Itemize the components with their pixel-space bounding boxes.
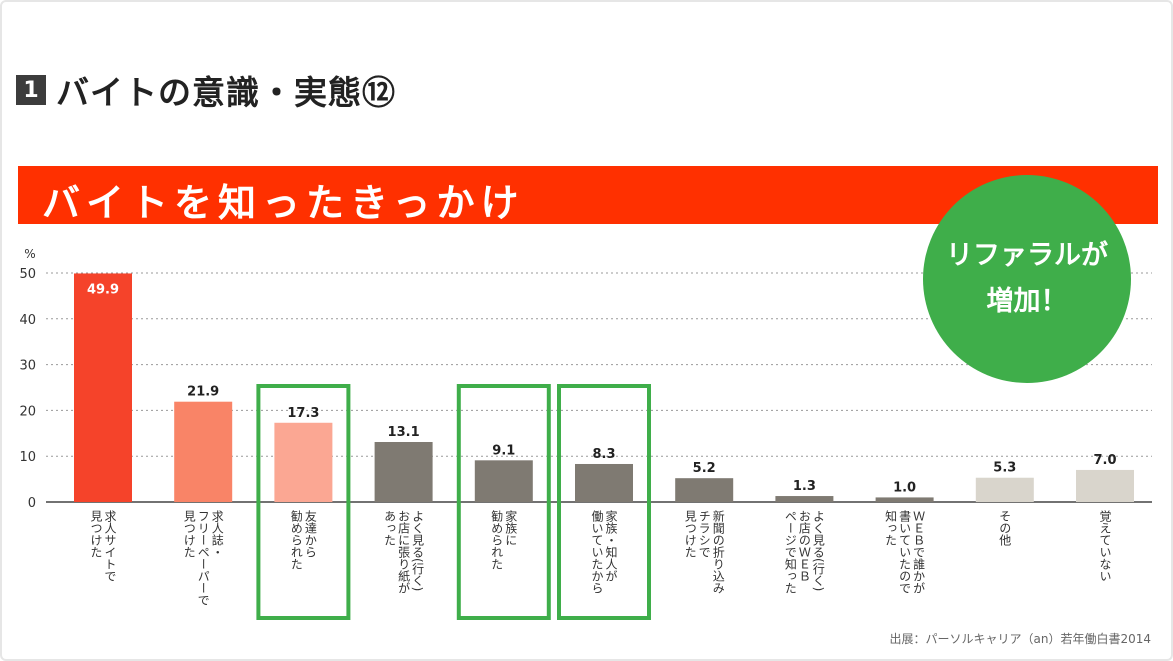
data-label: 9.1	[492, 443, 515, 458]
bar	[1076, 469, 1134, 502]
x-tick-label: 求人誌・	[210, 510, 224, 558]
bar	[474, 460, 533, 502]
page-title: バイトの意識・実態⑫	[56, 73, 396, 112]
bar	[74, 273, 132, 502]
x-tick-label: 覚えていない	[1098, 510, 1112, 582]
x-tick-label: よく見る(行く)	[411, 510, 425, 592]
y-tick-label: 10	[19, 450, 36, 465]
bar	[875, 497, 934, 502]
x-tick-label: ページで知った	[783, 510, 797, 594]
y-tick-label: 0	[28, 496, 36, 511]
x-tick-label: お店に張り紙が	[397, 510, 411, 594]
x-tick-label: 家族・知人が	[604, 509, 618, 582]
x-tick-label: 見つけた	[182, 510, 196, 558]
callout-line-1: リファラルが	[946, 240, 1108, 271]
x-tick-label: チラシで	[697, 510, 711, 558]
x-tick-label: 知った	[884, 510, 898, 546]
data-label: 13.1	[388, 425, 420, 440]
callout-line-2: 増加！	[986, 286, 1068, 317]
data-label: 21.9	[187, 385, 219, 400]
bar	[675, 478, 734, 502]
data-label: 1.3	[793, 479, 816, 494]
highlight-box	[456, 384, 551, 620]
data-label: 7.0	[1093, 453, 1116, 468]
chart-title: バイトを知ったきっかけ	[42, 181, 525, 225]
x-tick-label: 勧められた	[289, 510, 303, 570]
data-label: 17.3	[287, 406, 319, 421]
bar	[174, 401, 233, 502]
source-note: 出展：パーソルキャリア（an）若年働白書2014	[889, 632, 1152, 646]
x-tick-label: 新聞の折り込み	[711, 509, 725, 594]
x-tick-label: 勧められた	[490, 510, 504, 570]
y-tick-label: 20	[19, 404, 36, 419]
x-tick-label: お店のＷＥＢ	[797, 510, 811, 582]
x-tick-label: 求人サイトで	[103, 510, 117, 582]
y-tick-label: 50	[19, 267, 36, 282]
bar	[975, 477, 1034, 502]
bar	[775, 496, 834, 502]
x-tick-label: フリーペーパーで	[196, 510, 210, 606]
x-tick-label: 家族に	[504, 509, 518, 546]
x-tick-label: あった	[383, 510, 397, 546]
x-tick-label: ＷＥＢで誰かが	[912, 510, 926, 594]
x-tick-label: 書いていたので	[898, 510, 912, 594]
y-tick-label: 30	[19, 359, 36, 374]
x-tick-label: 見つけた	[89, 510, 103, 558]
highlight-box	[256, 384, 351, 620]
x-tick-label: その他	[998, 510, 1012, 546]
x-tick-label: 友達から	[303, 510, 317, 558]
data-label: 5.2	[693, 461, 716, 476]
data-label: 49.9	[87, 282, 119, 297]
bar	[274, 422, 333, 502]
x-tick-label: 見つけた	[683, 510, 697, 558]
bar	[575, 463, 633, 502]
data-label: 5.3	[993, 461, 1016, 476]
data-label: 8.3	[592, 447, 615, 462]
section-number-badge: 1	[16, 75, 46, 105]
x-tick-label: 働いていたから	[590, 510, 604, 594]
y-tick-label: 40	[19, 313, 36, 328]
highlight-box	[557, 384, 651, 620]
callout-circle: リファラルが 増加！	[923, 175, 1131, 383]
bar	[374, 442, 433, 502]
x-tick-label: よく見る(行く)	[811, 510, 825, 592]
data-label: 1.0	[893, 480, 916, 495]
slide-heading: 1 バイトの意識・実態⑫	[16, 68, 396, 112]
y-axis-unit: %	[24, 247, 35, 261]
